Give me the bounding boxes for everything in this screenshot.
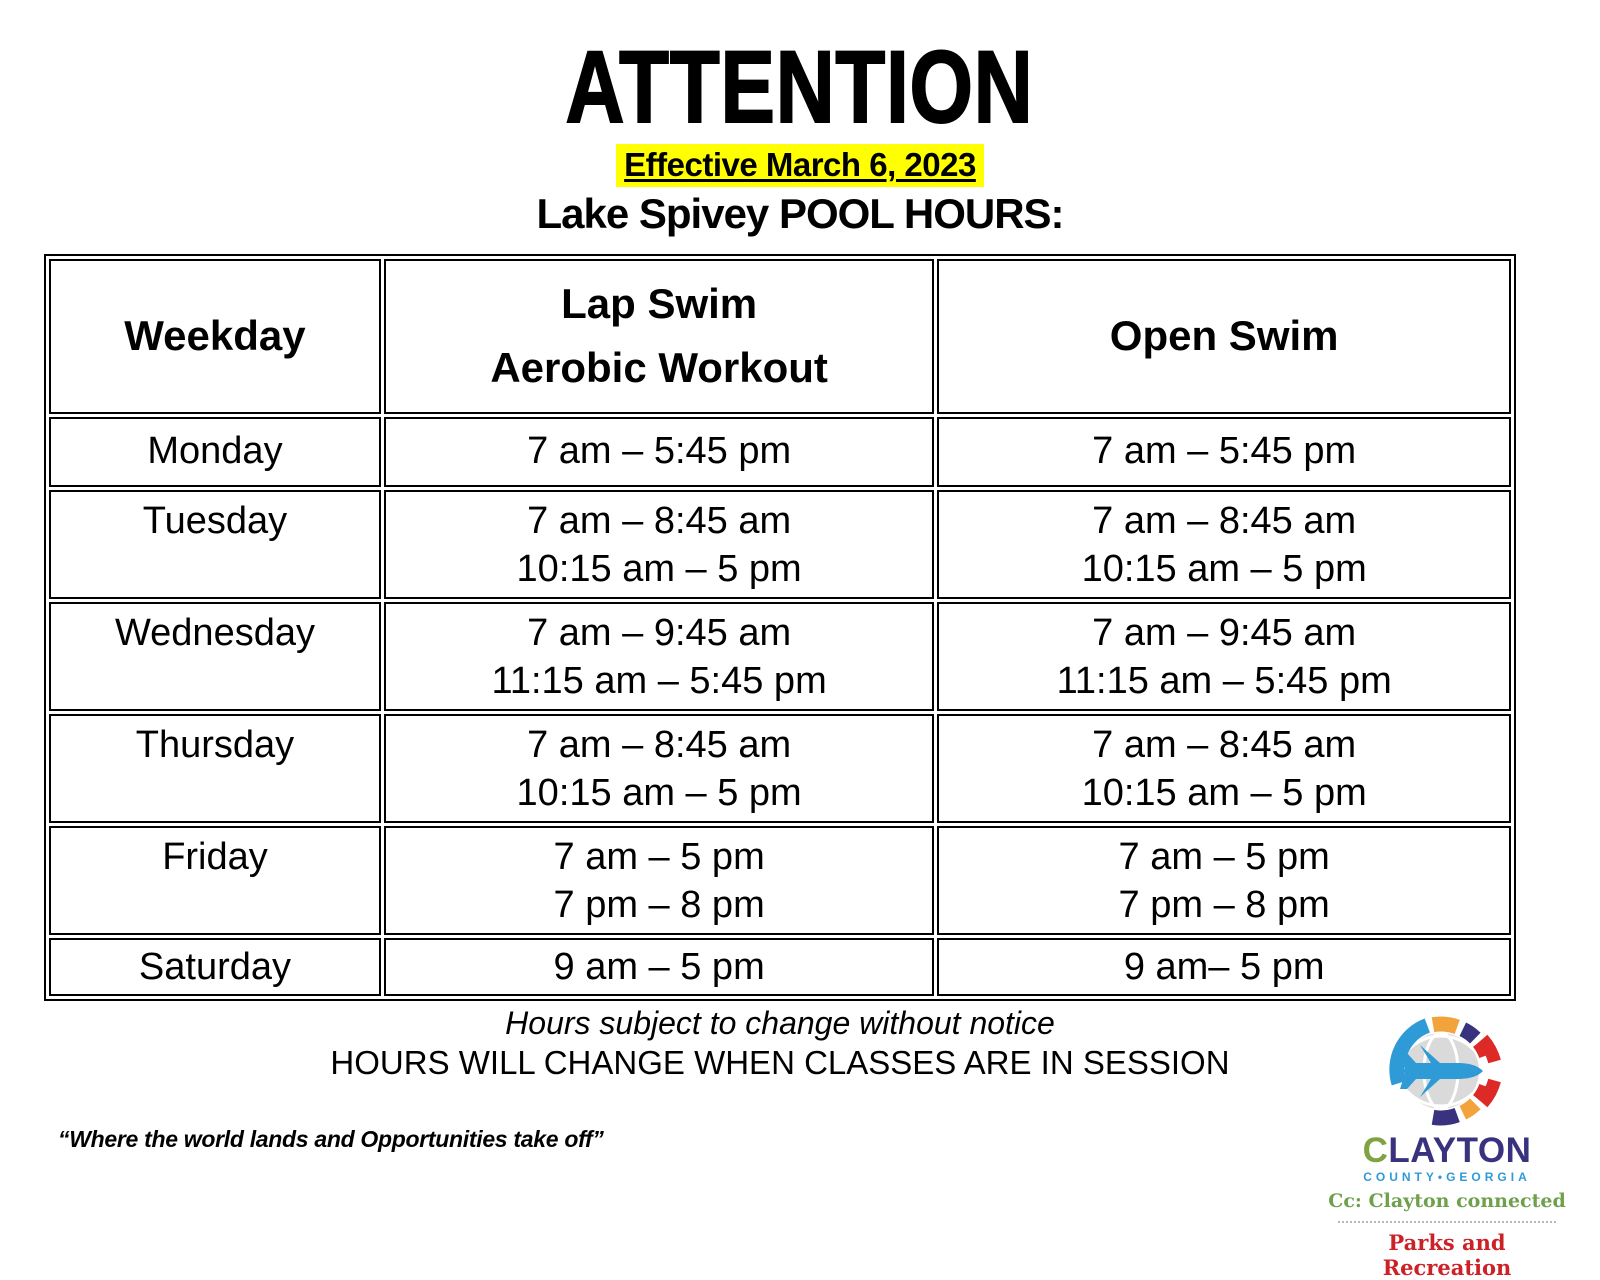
open-swim-hours: 7 am – 8:45 am 10:15 am – 5 pm — [937, 489, 1511, 599]
logo-wordmark: CLAYTON — [1328, 1131, 1566, 1170]
day-label: Monday — [49, 416, 381, 487]
lap-swim-hours: 9 am – 5 pm — [383, 937, 935, 996]
airplane-icon — [1400, 1045, 1483, 1097]
logo-county-line: COUNTY•GEORGIA — [1363, 1170, 1531, 1184]
page-title: ATTENTION — [565, 30, 1035, 144]
header-weekday: Weekday — [49, 258, 381, 414]
header-open-swim: Open Swim — [937, 258, 1511, 414]
table-row-friday: Friday 7 am – 5 pm 7 pm – 8 pm 7 am – 5 … — [49, 825, 1511, 935]
footer-quote: “Where the world lands and Opportunities… — [58, 1126, 604, 1152]
header-lap-swim: Lap Swim Aerobic Workout — [383, 258, 935, 414]
table-row-wednesday: Wednesday 7 am – 9:45 am 11:15 am – 5:45… — [49, 601, 1511, 711]
table-row-tuesday: Tuesday 7 am – 8:45 am 10:15 am – 5 pm 7… — [49, 489, 1511, 599]
pool-hours-table: Weekday Lap Swim Aerobic Workout Open Sw… — [44, 253, 1516, 1001]
table-row-monday: Monday 7 am – 5:45 pm 7 am – 5:45 pm — [49, 416, 1511, 487]
table-row-thursday: Thursday 7 am – 8:45 am 10:15 am – 5 pm … — [49, 713, 1511, 823]
effective-date-highlight: Effective March 6, 2023 — [616, 143, 984, 187]
page-title-row: ATTENTION — [0, 30, 1600, 144]
note-classes-in-session: HOURS WILL CHANGE WHEN CLASSES ARE IN SE… — [330, 1043, 1230, 1081]
day-label: Thursday — [49, 713, 381, 823]
logo-department: Parks and Recreation — [1382, 1230, 1512, 1280]
logo-divider — [1338, 1221, 1556, 1223]
open-swim-hours: 7 am – 9:45 am 11:15 am – 5:45 pm — [937, 601, 1511, 711]
lap-swim-hours: 7 am – 5 pm 7 pm – 8 pm — [383, 825, 935, 935]
header-lap-swim-line1: Lap Swim — [561, 280, 758, 328]
lap-swim-hours: 7 am – 5:45 pm — [383, 416, 935, 487]
day-label: Tuesday — [49, 489, 381, 599]
notes-block: Hours subject to change without notice H… — [44, 1005, 1516, 1083]
table-row-saturday: Saturday 9 am – 5 pm 9 am– 5 pm — [49, 937, 1511, 996]
logo-letter-c: C — [1362, 1131, 1389, 1170]
clayton-county-logo: CLAYTON COUNTY•GEORGIA Cc: Clayton conne… — [1328, 1014, 1566, 1280]
lap-swim-hours: 7 am – 9:45 am 11:15 am – 5:45 pm — [383, 601, 935, 711]
open-swim-hours: 7 am – 5:45 pm — [937, 416, 1511, 487]
open-swim-hours: 9 am– 5 pm — [937, 937, 1511, 996]
lap-swim-hours: 7 am – 8:45 am 10:15 am – 5 pm — [383, 489, 935, 599]
lap-swim-hours: 7 am – 8:45 am 10:15 am – 5 pm — [383, 713, 935, 823]
day-label: Friday — [49, 825, 381, 935]
pool-hours-subtitle: Lake Spivey POOL HOURS: — [536, 189, 1064, 237]
notice-header: ATTENTION Effective March 6, 2023 Lake S… — [0, 0, 1600, 238]
globe-airplane-icon — [1389, 1016, 1501, 1126]
table-header-row: Weekday Lap Swim Aerobic Workout Open Sw… — [49, 258, 1511, 414]
logo-letters-rest: LAYTON — [1388, 1131, 1532, 1170]
logo-tagline: Cc: Clayton connected — [1328, 1190, 1566, 1212]
effective-date-row: Effective March 6, 2023 — [0, 143, 1600, 187]
note-subject-to-change: Hours subject to change without notice — [505, 1004, 1055, 1041]
header-lap-swim-line2: Aerobic Workout — [490, 344, 828, 392]
open-swim-hours: 7 am – 8:45 am 10:15 am – 5 pm — [937, 713, 1511, 823]
day-label: Saturday — [49, 937, 381, 996]
open-swim-hours: 7 am – 5 pm 7 pm – 8 pm — [937, 825, 1511, 935]
day-label: Wednesday — [49, 601, 381, 711]
